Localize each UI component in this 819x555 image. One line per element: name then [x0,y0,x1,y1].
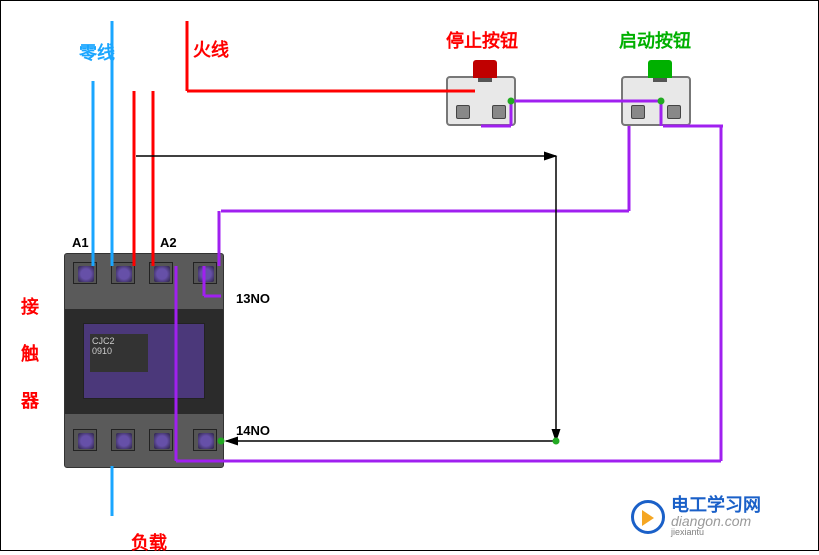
label-start-button: 启动按钮 [619,27,691,53]
label-contactor: 接 触 器 [21,293,39,413]
label-a2: A2 [160,235,177,250]
contactor: CJC2 0910 [64,253,224,468]
label-stop-button: 停止按钮 [446,27,518,53]
stop-button [446,76,516,126]
start-button [621,76,691,126]
label-live-line: 火线 [193,36,229,62]
label-13no: 13NO [236,291,270,306]
watermark-title: 电工学习网 [671,496,761,514]
label-14no: 14NO [236,423,270,438]
contactor-model-plate: CJC2 0910 [90,334,148,372]
watermark: 电工学习网 diangon.com jiexiantu [631,496,761,537]
label-load: 负载 [131,529,167,555]
watermark-logo-icon [631,500,665,534]
contactor-faceplate: CJC2 0910 [83,323,205,399]
contactor-body: CJC2 0910 [65,309,223,414]
watermark-sub: jiexiantu [671,528,761,537]
label-a1: A1 [72,235,89,250]
watermark-url: diangon.com [671,514,761,528]
label-neutral-line: 零线 [79,39,115,65]
